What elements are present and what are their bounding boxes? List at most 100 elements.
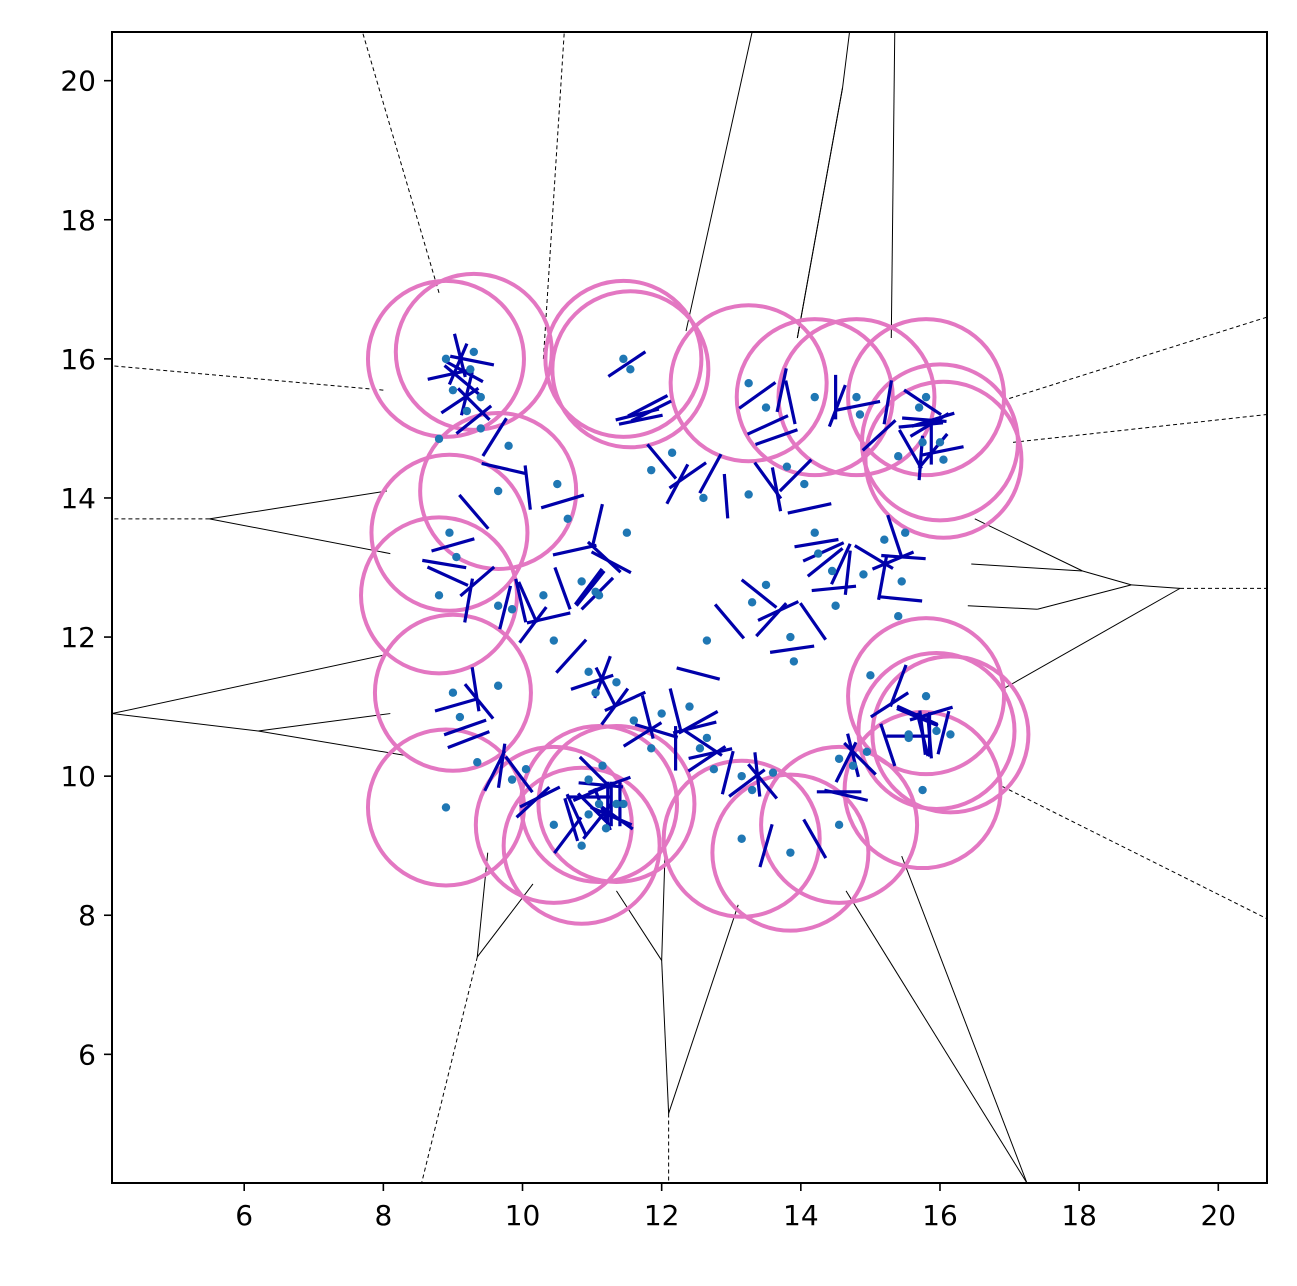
boundary-arc-21 xyxy=(759,744,920,905)
cell-edge-120 xyxy=(578,781,624,789)
y-tick-label-6: 6 xyxy=(78,1038,96,1071)
data-point-91 xyxy=(612,799,621,809)
cell-edge-95 xyxy=(443,718,487,737)
data-point-86 xyxy=(946,730,955,739)
voronoi-lines xyxy=(112,32,1267,1183)
boundary-arc-11 xyxy=(418,411,579,572)
data-point-88 xyxy=(549,820,559,830)
cell-edge-6 xyxy=(443,364,480,396)
voronoi-ridge-27 xyxy=(476,852,489,958)
cell-edge-32 xyxy=(784,380,797,425)
cell-edge-37 xyxy=(882,380,894,425)
voronoi-ridge-26 xyxy=(1002,786,1267,920)
cell-edge-56 xyxy=(426,565,469,587)
cell-edge-83 xyxy=(755,602,788,638)
data-point-56 xyxy=(789,657,799,666)
boundary-arc-20 xyxy=(710,772,871,933)
cell-edge-149 xyxy=(595,801,634,831)
data-point-84 xyxy=(904,730,913,739)
boundary-arc-10 xyxy=(863,379,1024,540)
boundary-arc-4 xyxy=(550,289,711,450)
data-points xyxy=(434,347,955,857)
boundary-arc-25 xyxy=(661,758,822,919)
data-point-17 xyxy=(699,493,708,503)
cell-edge-79 xyxy=(881,553,926,561)
x-axis-ticks: 6 8 10 12 14 16 18 20 xyxy=(235,1183,1236,1232)
data-point-58 xyxy=(921,691,931,701)
cell-edge-87 xyxy=(769,644,815,654)
y-tick-label-8: 8 xyxy=(78,899,96,932)
cell-edge-98 xyxy=(570,673,614,691)
data-point-33 xyxy=(452,552,461,562)
data-point-97 xyxy=(834,820,844,830)
x-tick-label-18: 18 xyxy=(1061,1199,1097,1232)
data-point-11 xyxy=(626,365,635,374)
cell-edge-59 xyxy=(498,585,513,630)
cell-edge-96 xyxy=(447,730,490,750)
cell-edge-31 xyxy=(746,414,789,436)
cell-edge-77 xyxy=(886,514,904,558)
cell-edge-139 xyxy=(553,816,583,855)
data-point-60 xyxy=(455,712,465,722)
cell-edge-118 xyxy=(519,785,561,809)
cell-edge-140 xyxy=(563,797,580,842)
data-point-19 xyxy=(761,403,771,412)
voronoi-ridge-3 xyxy=(685,32,753,332)
cell-edge-85 xyxy=(799,602,827,641)
voronoi-ridge-15 xyxy=(112,713,259,732)
cell-edge-93 xyxy=(434,697,479,713)
data-point-53 xyxy=(894,611,903,621)
cell-edge-60 xyxy=(514,578,528,623)
voronoi-ridge-34 xyxy=(668,904,739,1114)
data-point-42 xyxy=(594,591,604,600)
data-point-55 xyxy=(786,632,795,642)
boundary-arcs xyxy=(359,271,1031,933)
data-point-52 xyxy=(831,601,840,610)
voronoi-group xyxy=(112,32,1267,1183)
data-point-75 xyxy=(598,761,607,770)
cell-edge-12 xyxy=(481,461,526,475)
x-tick-label-8: 8 xyxy=(374,1199,392,1232)
voronoi-ridge-7 xyxy=(890,32,896,339)
data-point-96 xyxy=(786,848,795,857)
data-point-62 xyxy=(584,667,593,677)
x-tick-label-20: 20 xyxy=(1200,1199,1236,1232)
y-tick-label-20: 20 xyxy=(60,65,96,98)
y-tick-label-16: 16 xyxy=(60,343,96,376)
voronoi-ridge-17 xyxy=(1012,414,1267,443)
cell-edge-71 xyxy=(806,547,844,578)
voronoi-ridge-32 xyxy=(661,960,670,1114)
data-point-34 xyxy=(493,486,503,496)
cell-edge-67 xyxy=(575,569,606,607)
cell-edge-86 xyxy=(676,666,721,681)
data-point-10 xyxy=(619,354,628,364)
boundary-arc-18 xyxy=(365,727,526,888)
data-point-63 xyxy=(591,688,600,697)
cell-edge-88 xyxy=(888,664,908,708)
data-point-28 xyxy=(918,438,927,447)
data-point-37 xyxy=(507,605,517,614)
data-point-46 xyxy=(859,570,868,579)
cell-edge-72 xyxy=(830,543,852,585)
data-point-85 xyxy=(932,726,941,736)
data-point-54 xyxy=(702,636,712,645)
cell-edge-80 xyxy=(877,595,923,603)
data-point-14 xyxy=(622,528,632,537)
data-point-13 xyxy=(563,514,572,524)
data-point-7 xyxy=(476,424,485,433)
data-point-74 xyxy=(521,764,531,774)
cell-edge-35 xyxy=(827,384,847,428)
cell-edge-53 xyxy=(431,537,475,553)
cell-edge-116 xyxy=(504,755,534,794)
voronoi-ridge-6 xyxy=(796,87,844,339)
cell-edge-57 xyxy=(459,565,496,598)
boundary-arc-28 xyxy=(473,744,634,905)
cell-edge-61 xyxy=(517,581,539,624)
cell-edge-39 xyxy=(778,458,813,493)
voronoi-ridge-13 xyxy=(258,713,391,732)
data-point-50 xyxy=(761,580,771,590)
voronoi-ridge-16 xyxy=(1002,316,1267,402)
cell-edge-78 xyxy=(871,550,915,571)
x-tick-label-12: 12 xyxy=(644,1199,680,1232)
